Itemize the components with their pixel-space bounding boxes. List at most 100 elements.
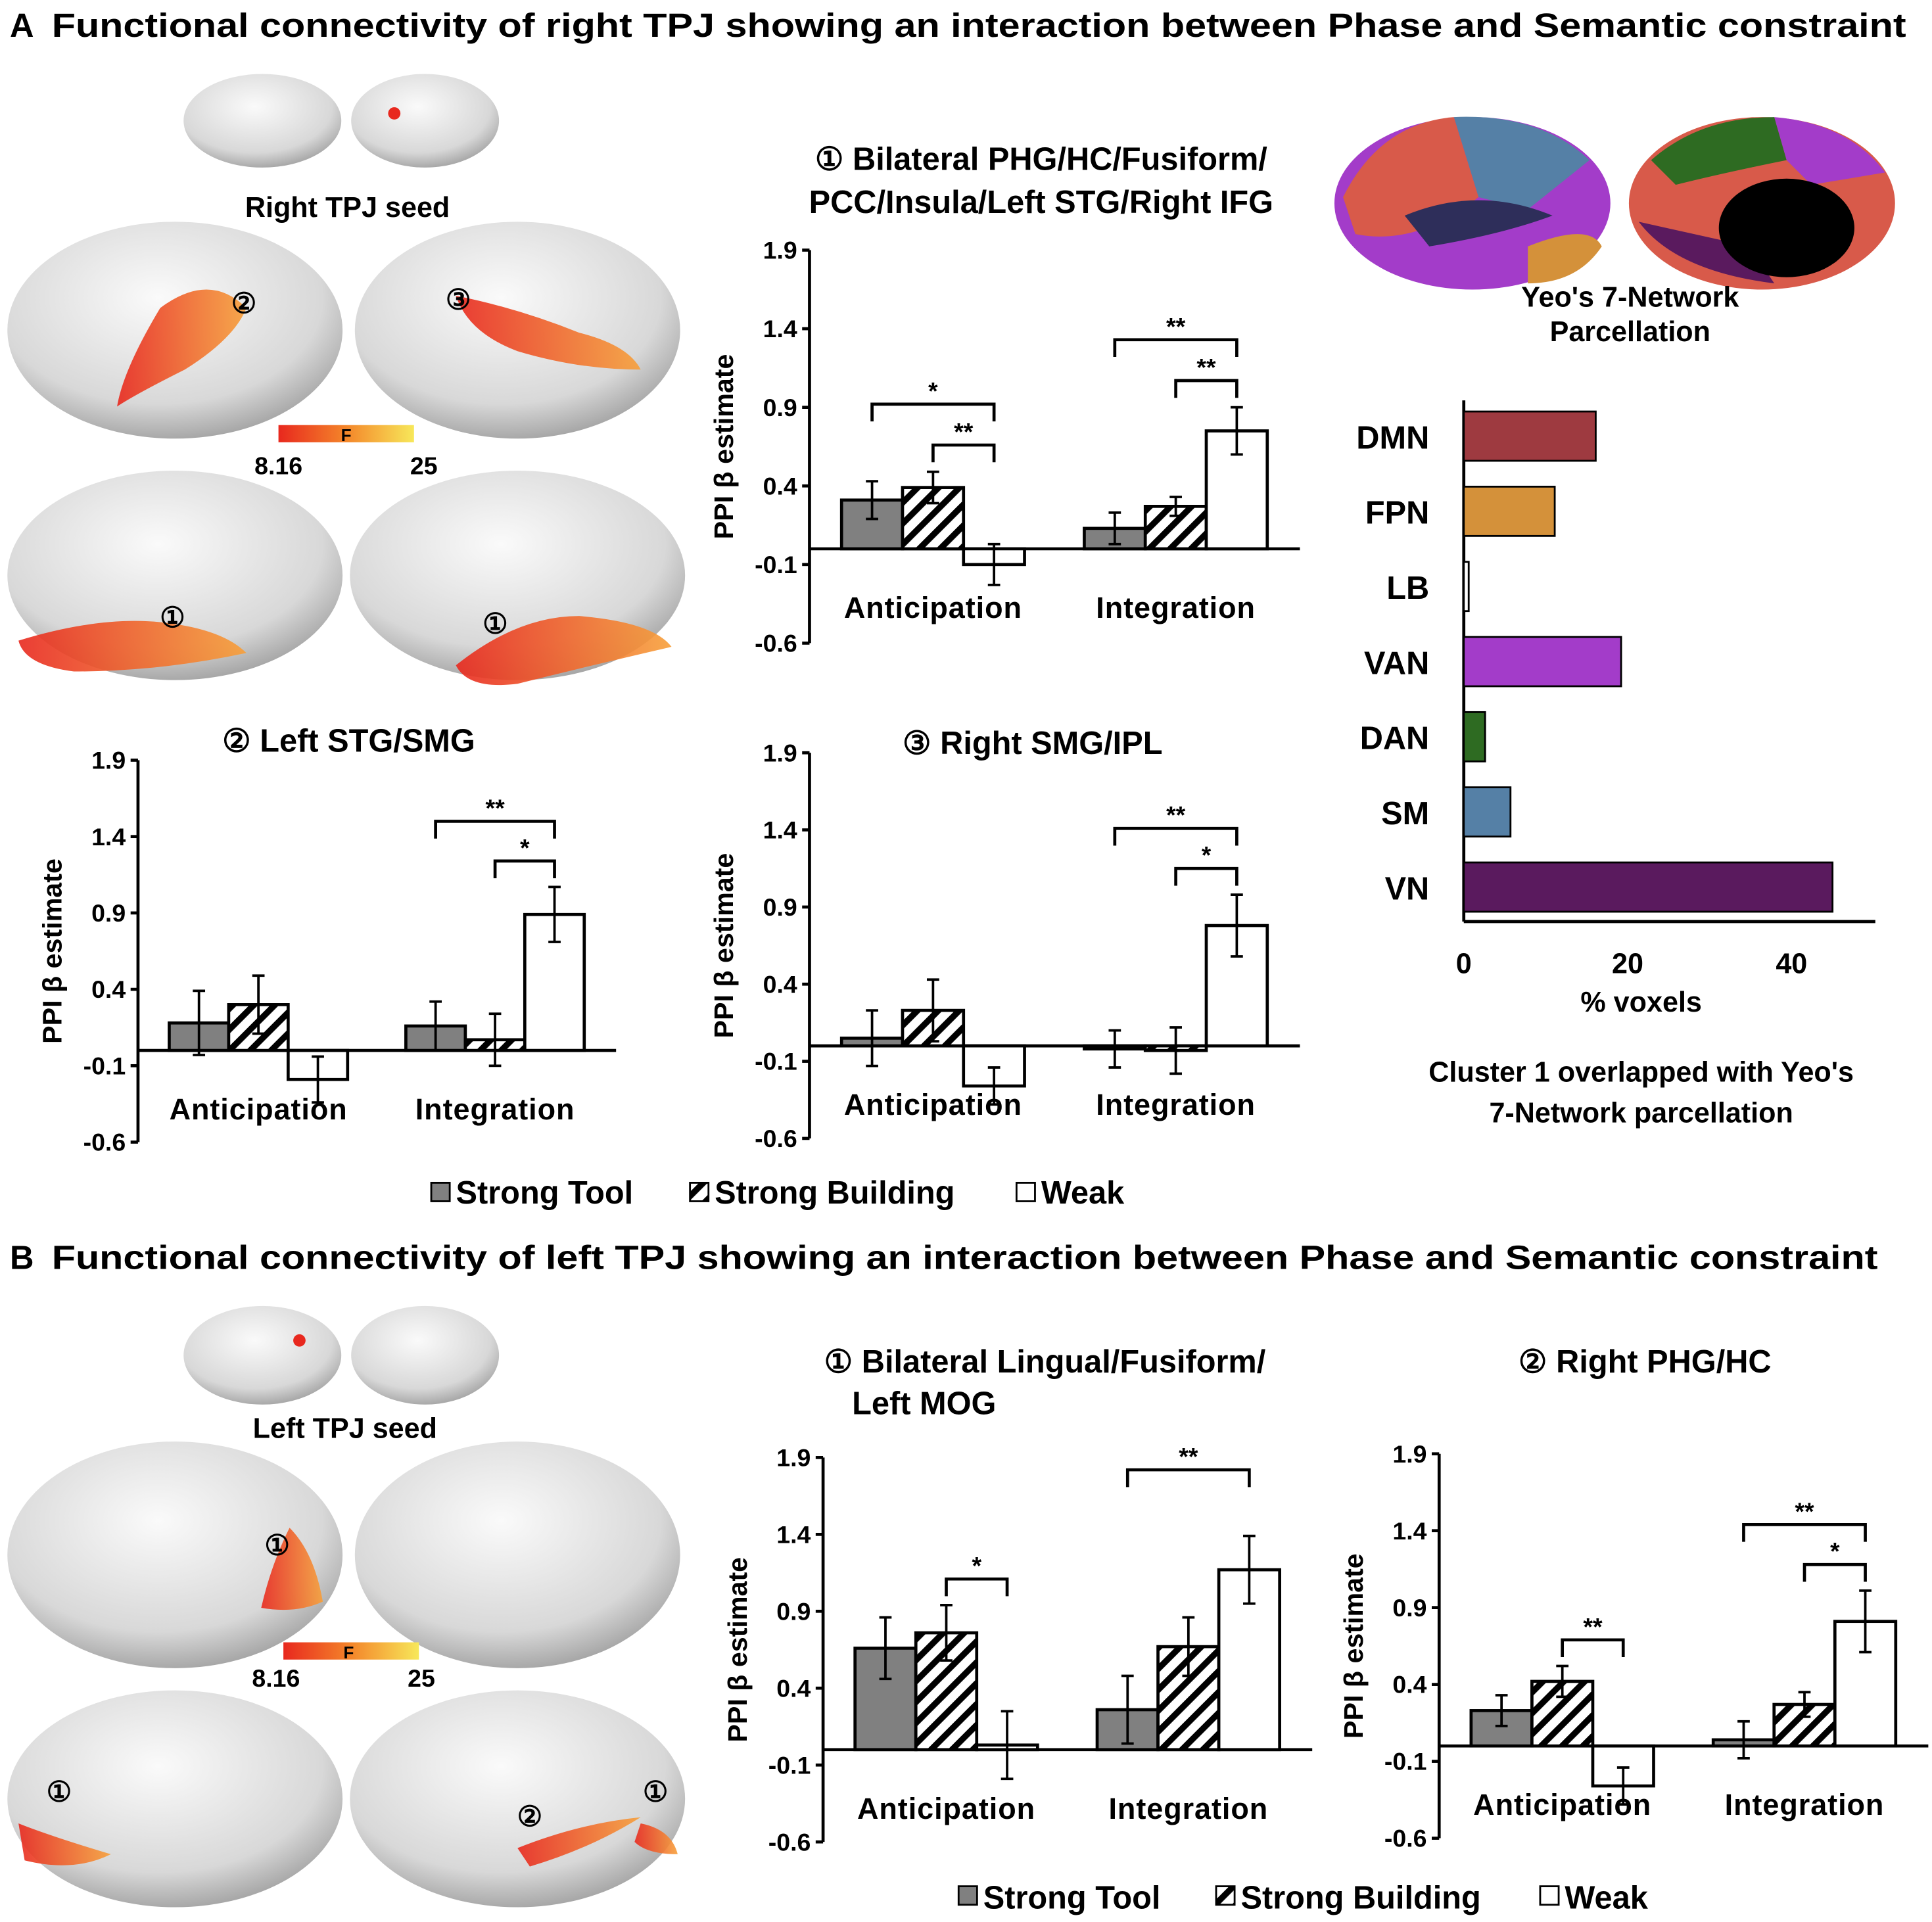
significance-bracket bbox=[1802, 1562, 1867, 1582]
category-label: Integration bbox=[415, 1092, 575, 1126]
category-label: Anticipation bbox=[844, 591, 1022, 624]
significance-label: ** bbox=[1166, 801, 1186, 829]
colorbar-stat: F bbox=[341, 425, 352, 445]
y-tick-label: 1.9 bbox=[91, 747, 126, 774]
brain-right-lateral bbox=[354, 1442, 680, 1668]
category-label: Anticipation bbox=[170, 1092, 348, 1126]
chart-caption: 7-Network parcellation bbox=[1489, 1098, 1793, 1129]
parcellation-label: Yeo's 7-Network bbox=[1521, 282, 1739, 314]
significance-label: ** bbox=[1583, 1612, 1603, 1640]
brain-icon bbox=[351, 1305, 500, 1405]
y-tick-label: 0.9 bbox=[763, 394, 797, 421]
region-marker: ① bbox=[483, 608, 508, 640]
region-marker: ③ bbox=[446, 284, 471, 316]
chart-title: ② Left STG/SMG bbox=[222, 723, 475, 759]
colorbar-max: 25 bbox=[410, 452, 438, 480]
legend-label: Weak bbox=[1565, 1880, 1648, 1915]
y-tick-label: 0.4 bbox=[763, 472, 797, 500]
seed-marker bbox=[388, 107, 401, 120]
charts: ① Bilateral PHG/HC/Fusiform/PCC/Insula/L… bbox=[37, 142, 1929, 1856]
significance-bracket bbox=[1742, 1523, 1867, 1542]
colorbar bbox=[278, 425, 414, 442]
y-tick-label: 1.9 bbox=[763, 739, 797, 766]
y-tick-label: 1.4 bbox=[1392, 1517, 1426, 1545]
chart-title: ② Right PHG/HC bbox=[1519, 1344, 1772, 1380]
legend-swatch-strong-tool bbox=[430, 1181, 451, 1202]
region-marker: ① bbox=[643, 1776, 669, 1808]
legend-a: Strong Tool Strong Building Weak bbox=[430, 1175, 1125, 1211]
bar-chart-yeo-networks: DMN FPN LB VAN DAN SM VN 0 20 40 % voxels Cluster 1… bbox=[1356, 400, 1875, 1129]
panel-a-letter: A bbox=[10, 7, 34, 44]
panel-a-title: Functional connectivity of right TPJ sho… bbox=[52, 7, 1906, 44]
brain-views-b bbox=[7, 1442, 686, 1908]
brain-seed-views-a bbox=[183, 74, 500, 168]
significance-label: * bbox=[928, 377, 938, 404]
network-label: SM bbox=[1381, 796, 1429, 832]
category-label: Integration bbox=[1725, 1788, 1885, 1821]
y-tick-label: 1.9 bbox=[763, 237, 797, 264]
y-tick-label: -0.6 bbox=[755, 630, 797, 657]
significance-label: * bbox=[520, 833, 530, 861]
legend-swatch-strong-building bbox=[689, 1181, 710, 1202]
y-tick-label: 0.4 bbox=[1392, 1671, 1426, 1699]
legend-b: Strong Tool Strong Building Weak bbox=[957, 1880, 1649, 1915]
significance-bracket bbox=[1174, 379, 1238, 398]
significance-label: ** bbox=[1166, 312, 1186, 340]
chart-title: ① Bilateral PHG/HC/Fusiform/ bbox=[815, 142, 1267, 177]
network-label: DMN bbox=[1356, 420, 1429, 456]
x-tick-label: 0 bbox=[1456, 949, 1472, 980]
y-tick-label: 1.4 bbox=[776, 1520, 811, 1548]
significance-label: * bbox=[972, 1552, 981, 1580]
significance-bracket bbox=[1174, 866, 1238, 886]
y-tick-label: 0.9 bbox=[1392, 1594, 1426, 1622]
colorbar-min: 8.16 bbox=[254, 452, 302, 480]
colorbar bbox=[283, 1642, 419, 1660]
seed-label-b: Left TPJ seed bbox=[253, 1413, 437, 1444]
significance-label: ** bbox=[1196, 354, 1216, 381]
network-label: DAN bbox=[1360, 721, 1430, 757]
y-tick-label: -0.6 bbox=[83, 1129, 126, 1156]
y-axis-label: PPI β estimate bbox=[37, 858, 68, 1044]
y-tick-label: -0.6 bbox=[768, 1828, 811, 1856]
significance-bracket bbox=[493, 859, 556, 879]
y-axis-label: PPI β estimate bbox=[1338, 1553, 1369, 1739]
legend-swatch-weak bbox=[1015, 1181, 1036, 1202]
y-tick-label: 1.9 bbox=[1392, 1440, 1426, 1468]
y-tick-label: 1.9 bbox=[776, 1443, 811, 1471]
significance-label: ** bbox=[1179, 1443, 1198, 1470]
y-tick-label: -0.1 bbox=[755, 551, 797, 578]
chart-caption: Cluster 1 overlapped with Yeo's bbox=[1428, 1057, 1854, 1089]
x-tick-label: 20 bbox=[1612, 949, 1643, 980]
significance-label: * bbox=[1202, 841, 1212, 869]
network-label: VAN bbox=[1364, 645, 1429, 681]
category-label: Integration bbox=[1109, 1792, 1269, 1825]
legend-swatch-strong-tool bbox=[957, 1885, 978, 1906]
bar-chart-b1: ① Bilateral Lingual/Fusiform/Left MOG 1.9… bbox=[722, 1344, 1313, 1856]
brain-lateral-views-a bbox=[7, 222, 686, 686]
y-tick-label: 0.9 bbox=[776, 1597, 811, 1625]
significance-bracket bbox=[1113, 338, 1238, 358]
legend-label: Strong Building bbox=[715, 1175, 954, 1211]
colorbar-stat: F bbox=[343, 1643, 354, 1662]
legend-label: Strong Building bbox=[1240, 1880, 1480, 1915]
x-tick-label: 40 bbox=[1776, 949, 1807, 980]
region-marker: ① bbox=[160, 602, 185, 634]
chart-title: ③ Right SMG/IPL bbox=[903, 726, 1163, 761]
y-tick-label: 1.4 bbox=[763, 315, 797, 342]
legend-label: Strong Tool bbox=[456, 1175, 634, 1211]
significance-bracket bbox=[434, 820, 556, 839]
brain-icon bbox=[183, 1305, 342, 1405]
bar-lb bbox=[1463, 561, 1470, 613]
brain-icon bbox=[183, 74, 342, 168]
chart-title: Left MOG bbox=[852, 1386, 996, 1422]
significance-label: ** bbox=[485, 794, 505, 822]
network-label: VN bbox=[1385, 871, 1430, 906]
y-tick-label: 0.4 bbox=[763, 970, 797, 998]
brain-seed-views-b bbox=[183, 1305, 500, 1405]
yeo-parcellation-brains bbox=[1334, 116, 1895, 290]
y-tick-label: 0.9 bbox=[763, 893, 797, 921]
y-axis-label: PPI β estimate bbox=[709, 853, 739, 1039]
brain-right-medial bbox=[350, 1690, 686, 1908]
category-label: Anticipation bbox=[857, 1792, 1035, 1825]
